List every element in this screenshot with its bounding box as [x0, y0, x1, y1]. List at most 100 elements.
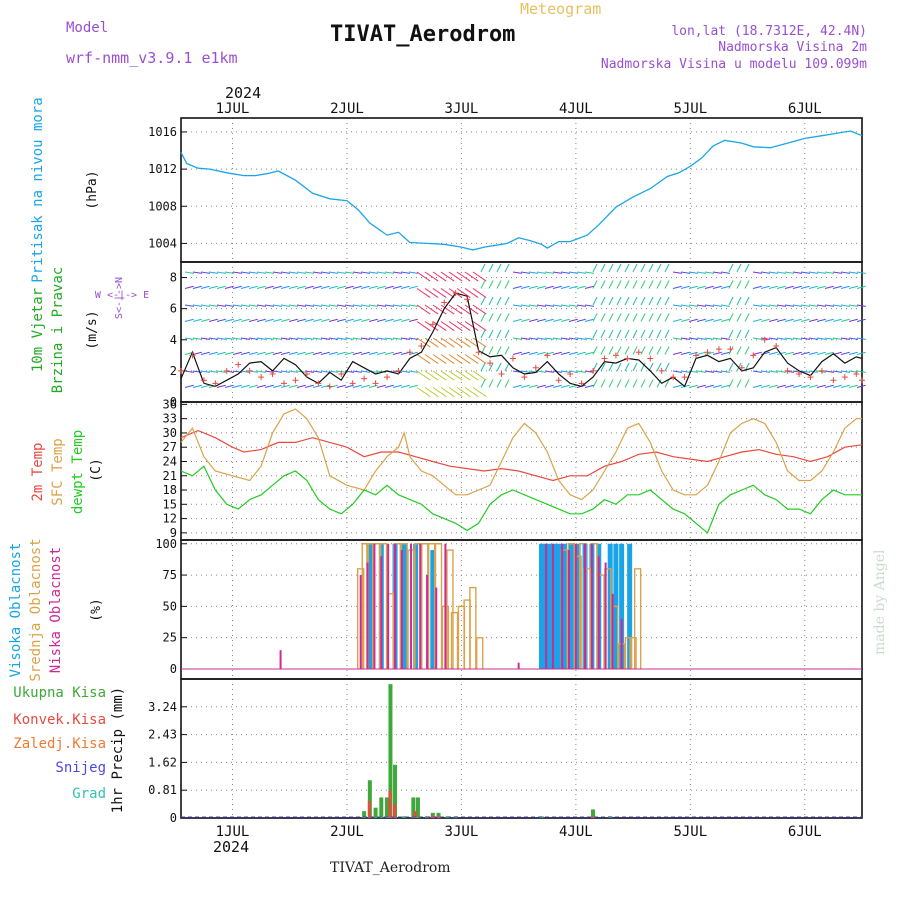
wind-arrow — [704, 285, 714, 289]
cloud-axis-title-mid: Srednja Oblacnost — [28, 538, 44, 681]
wind-arrow — [312, 337, 322, 340]
precip-bar-convective — [591, 816, 595, 818]
wind-arrow — [392, 271, 402, 274]
wind-arrow — [664, 329, 670, 339]
wind-arrow — [856, 370, 866, 373]
wind-arrow — [456, 370, 471, 381]
wind-arrow — [280, 351, 290, 355]
wind-gust-marker — [727, 346, 734, 353]
wind-arrow — [288, 337, 298, 340]
wind-arrow — [344, 271, 354, 274]
wind-arrow — [568, 304, 578, 307]
wind-arrow — [640, 379, 646, 388]
meteogram-subtitle: Meteogram — [520, 0, 602, 18]
wind-arrow — [416, 271, 431, 282]
cloud-bar-high — [568, 543, 574, 669]
cloud-bar-low — [567, 550, 570, 669]
wind-arrow — [640, 263, 646, 273]
wind-arrow — [856, 271, 866, 274]
wind-arrow — [728, 263, 734, 273]
wind-arrow — [560, 318, 570, 322]
wind-arrow — [432, 271, 447, 282]
wind-arrow — [248, 271, 258, 274]
wind-arrow — [440, 354, 455, 364]
wind-arrow — [512, 304, 522, 307]
cloud-bar-low — [366, 562, 369, 669]
cloud-bar-mid — [476, 636, 484, 669]
wind-arrow — [208, 271, 218, 274]
wind-arrow — [424, 321, 439, 331]
wind-arrow — [592, 263, 598, 273]
y-tick-label: 50 — [163, 599, 177, 613]
wind-arrow — [576, 271, 586, 274]
wind-arrow — [768, 384, 778, 388]
precip-bar-total — [415, 797, 420, 818]
wind-arrow — [792, 271, 802, 274]
wind-arrow — [616, 263, 622, 273]
wind-arrow — [440, 288, 455, 298]
wind-arrow — [768, 304, 778, 307]
wind-arrow — [544, 271, 554, 274]
wind-arrow — [272, 318, 282, 322]
wind-arrow — [560, 351, 570, 355]
wind-arrow — [368, 285, 378, 289]
wind-arrow — [576, 285, 586, 289]
wind-arrow — [736, 296, 742, 306]
wind-arrow — [776, 351, 786, 355]
pressure-unit: (hPa) — [85, 170, 100, 209]
wind-arrow — [544, 304, 554, 307]
wind-arrow — [344, 285, 354, 289]
wind-arrow — [584, 351, 594, 355]
wind-gust-marker — [372, 380, 379, 387]
wind-arrow — [752, 384, 762, 388]
wind-axis-title-1: 10m Vjetar — [30, 288, 46, 372]
cloud-bar-high — [401, 543, 407, 669]
wind-arrow — [248, 351, 258, 355]
precip-bar-total — [591, 809, 596, 818]
wind-arrow — [584, 337, 594, 340]
wind-arrow — [200, 271, 210, 274]
cloud-bar-mid — [446, 549, 454, 669]
wind-arrow — [256, 351, 266, 355]
wind-arrow — [464, 271, 479, 282]
wind-arrow — [368, 384, 378, 388]
wind-arrow — [648, 346, 654, 355]
wind-arrow — [296, 318, 306, 322]
wind-arrow — [680, 384, 690, 388]
y-tick-label: 36 — [163, 397, 177, 411]
cloud-bar-high — [430, 550, 436, 669]
wind-arrow — [648, 296, 654, 306]
cloud-bar-low — [597, 556, 600, 669]
y-tick-label: 1.62 — [148, 755, 177, 769]
wind-gust-marker — [693, 352, 700, 359]
wind-arrow — [632, 280, 638, 289]
wind-arrow — [264, 285, 274, 289]
wind-arrow — [568, 351, 578, 355]
wind-arrow — [256, 304, 266, 307]
wind-arrow — [688, 271, 698, 274]
y-tick-label: 0 — [170, 395, 177, 409]
cloud-axis-title-low: Niska Oblacnost — [48, 547, 64, 673]
wind-arrow — [400, 285, 410, 289]
y-tick-label: 1012 — [148, 162, 177, 176]
wind-arrow — [728, 329, 734, 339]
wind-arrow — [408, 271, 418, 274]
wind-arrow — [320, 351, 330, 355]
wind-arrow — [296, 285, 306, 289]
wind-arrow — [264, 351, 274, 355]
wind-arrow — [680, 351, 690, 355]
wind-arrow — [744, 379, 750, 388]
cloud-bar-low — [590, 543, 593, 669]
wind-arrow — [568, 285, 578, 289]
wind-arrow — [856, 351, 866, 355]
wind-arrow — [512, 384, 522, 388]
wind-arrow — [648, 280, 654, 289]
wind-gust-marker — [464, 296, 471, 303]
wind-arrow — [232, 337, 242, 340]
wind-arrow — [336, 384, 346, 388]
precip-bar-total — [402, 816, 407, 818]
wind-arrow — [720, 304, 730, 307]
wind-arrow — [392, 285, 402, 289]
wind-arrow — [640, 313, 646, 322]
wind-arrow — [288, 351, 298, 355]
